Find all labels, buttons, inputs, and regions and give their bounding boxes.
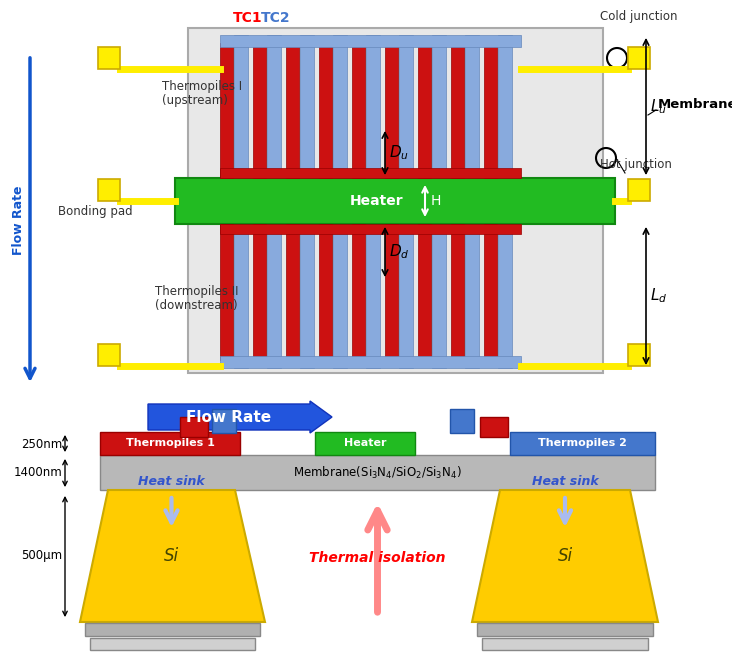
Bar <box>234 35 248 170</box>
Bar <box>253 43 266 178</box>
Bar <box>220 35 521 47</box>
Text: Heat sink: Heat sink <box>138 475 205 488</box>
Text: $D_u$: $D_u$ <box>389 144 409 163</box>
Bar <box>319 224 332 360</box>
Text: Flow Rate: Flow Rate <box>187 409 272 424</box>
Text: Bonding pad: Bonding pad <box>58 205 132 218</box>
Bar <box>175 178 615 224</box>
Text: Thermopiles 2: Thermopiles 2 <box>538 439 627 449</box>
Text: Cold junction: Cold junction <box>600 10 678 23</box>
Text: Heater: Heater <box>344 439 386 449</box>
Bar <box>188 28 603 373</box>
Text: Thermal isolation: Thermal isolation <box>309 551 446 565</box>
Bar <box>480 417 508 437</box>
Text: Thermopiles II: Thermopiles II <box>155 285 239 298</box>
Bar <box>286 224 299 360</box>
Text: (upstream): (upstream) <box>162 94 228 107</box>
Bar <box>220 224 233 360</box>
Bar <box>253 224 266 360</box>
Bar <box>333 232 347 368</box>
Bar <box>465 232 479 368</box>
Bar <box>220 356 521 368</box>
Bar <box>98 47 120 69</box>
Bar <box>220 224 521 234</box>
Bar <box>628 47 650 69</box>
Bar <box>220 43 233 178</box>
Bar <box>286 43 299 178</box>
Bar <box>399 232 413 368</box>
Bar <box>477 623 653 636</box>
Text: 250nm: 250nm <box>20 439 62 451</box>
Bar <box>385 224 398 360</box>
Text: TC1: TC1 <box>234 11 263 25</box>
Text: Thermopiles I: Thermopiles I <box>162 80 242 93</box>
Bar <box>432 232 446 368</box>
Text: Membrane: Membrane <box>658 98 732 111</box>
Bar <box>628 179 650 201</box>
Bar <box>498 232 512 368</box>
Bar <box>399 35 413 170</box>
Text: Thermopiles 1: Thermopiles 1 <box>126 439 214 449</box>
Bar <box>315 432 415 455</box>
Text: $D_d$: $D_d$ <box>389 243 409 261</box>
Text: Si: Si <box>164 547 179 565</box>
Text: Hot junction: Hot junction <box>600 158 672 171</box>
Text: (downstream): (downstream) <box>155 299 238 312</box>
Text: Flow Rate: Flow Rate <box>12 185 24 255</box>
Bar <box>300 35 314 170</box>
Bar <box>465 35 479 170</box>
Text: Heater: Heater <box>350 194 404 208</box>
Bar <box>300 232 314 368</box>
Text: Membrane(Si$_3$N$_4$/SiO$_2$/Si$_3$N$_4$): Membrane(Si$_3$N$_4$/SiO$_2$/Si$_3$N$_4$… <box>294 464 462 481</box>
Bar <box>366 232 380 368</box>
Bar <box>267 232 281 368</box>
Text: $L_u$: $L_u$ <box>650 98 667 116</box>
Bar <box>352 224 365 360</box>
Bar <box>220 168 521 178</box>
Bar <box>98 179 120 201</box>
Bar <box>90 638 255 650</box>
Bar <box>333 35 347 170</box>
Bar <box>450 409 474 433</box>
Bar <box>85 623 260 636</box>
Bar <box>366 35 380 170</box>
Bar <box>432 35 446 170</box>
Text: TC2: TC2 <box>261 11 291 25</box>
Bar <box>100 432 240 455</box>
Bar <box>319 43 332 178</box>
Text: 500μm: 500μm <box>21 549 62 562</box>
Text: Heat sink: Heat sink <box>531 475 598 488</box>
Text: H: H <box>431 194 441 208</box>
Polygon shape <box>80 490 265 622</box>
Bar <box>418 224 431 360</box>
Bar <box>212 409 236 433</box>
Bar <box>498 35 512 170</box>
Bar <box>484 224 497 360</box>
Bar <box>100 455 655 490</box>
Bar <box>352 43 365 178</box>
Bar <box>482 638 648 650</box>
Text: Si: Si <box>558 547 572 565</box>
Bar <box>451 224 464 360</box>
Polygon shape <box>472 490 658 622</box>
Bar <box>628 344 650 366</box>
Text: 1400nm: 1400nm <box>13 466 62 479</box>
Bar <box>385 43 398 178</box>
FancyArrow shape <box>148 401 332 433</box>
Text: $L_d$: $L_d$ <box>650 287 668 306</box>
Bar <box>510 432 655 455</box>
Bar <box>234 232 248 368</box>
Bar <box>98 344 120 366</box>
Bar <box>451 43 464 178</box>
Bar <box>484 43 497 178</box>
Bar <box>267 35 281 170</box>
Bar <box>180 417 208 437</box>
Bar <box>418 43 431 178</box>
